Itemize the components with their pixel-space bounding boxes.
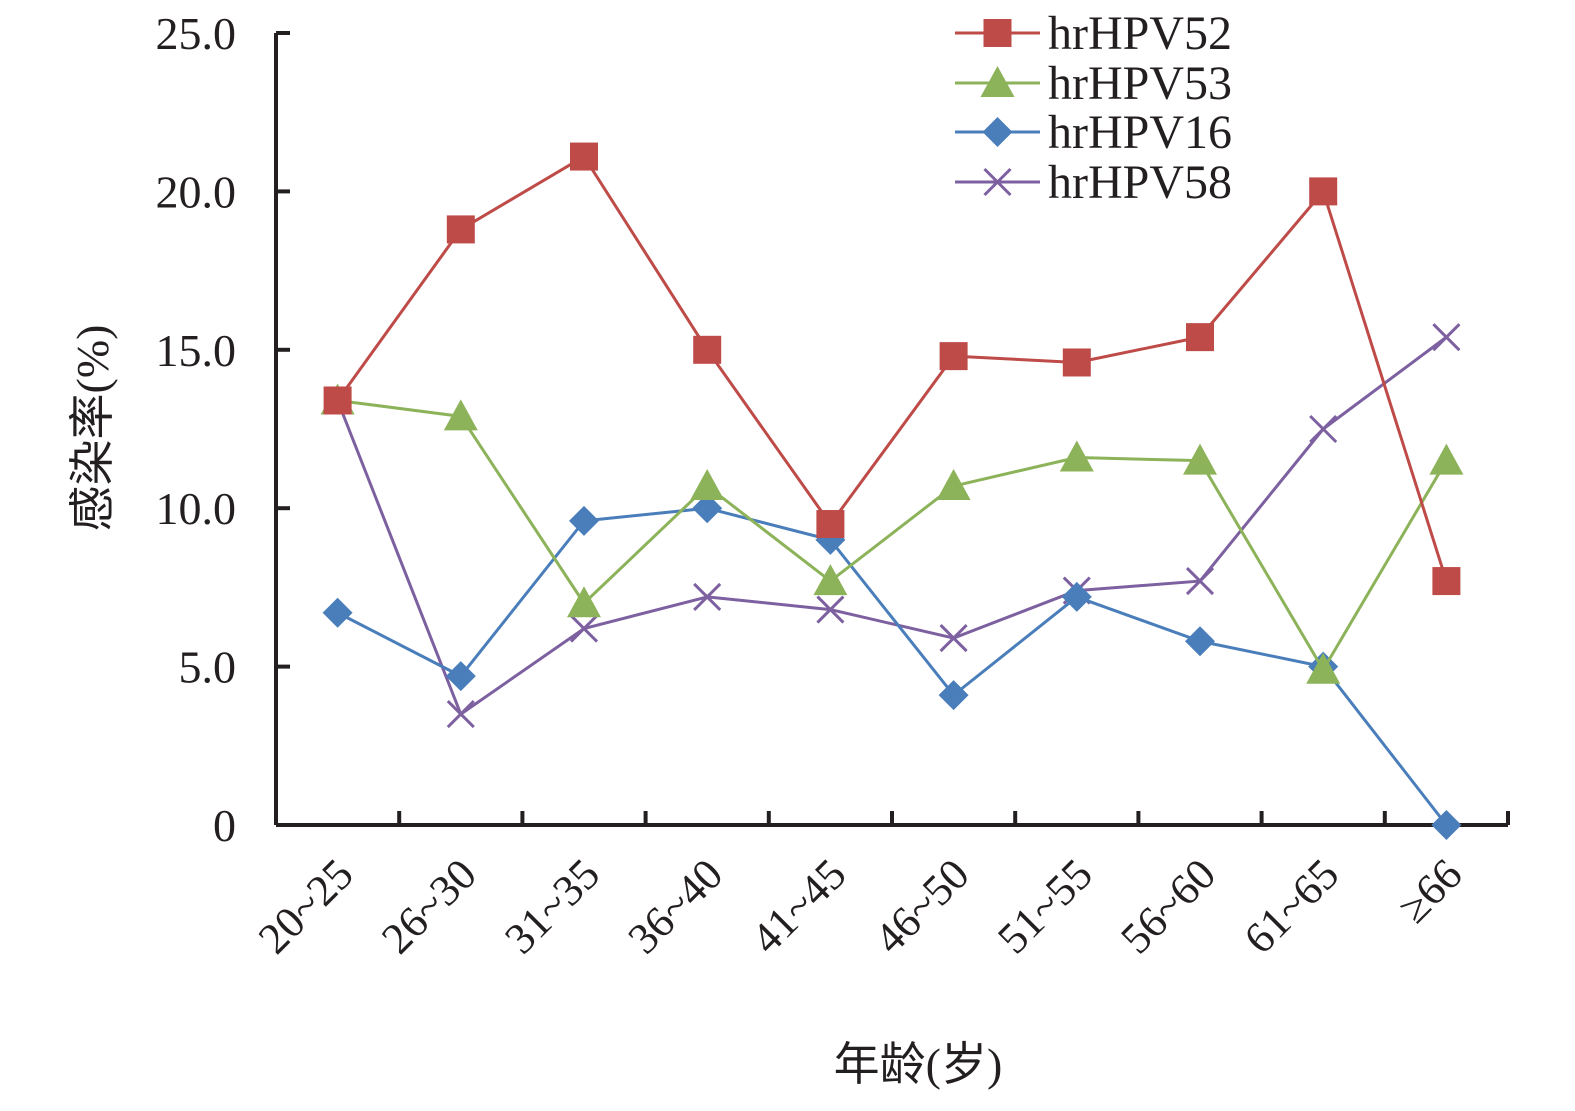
x-marker [569, 614, 599, 643]
legend-item: hrHPV52 [955, 7, 1232, 60]
triangle-marker [980, 66, 1015, 97]
series-hrHPV16 [322, 493, 1462, 840]
x-marker-stroke [693, 582, 722, 611]
x-tick-label: ≥66 [1389, 849, 1472, 932]
diamond-marker [692, 493, 723, 524]
x-marker-stroke [816, 595, 845, 624]
x-marker-stroke [446, 700, 475, 729]
diamond-marker [569, 505, 599, 536]
diamond-marker [1061, 581, 1092, 612]
square-marker [1432, 567, 1461, 596]
x-marker [1309, 414, 1338, 444]
tick-labels: 0 5.0 10.0 15.0 20.0 25.0 20~25 26~30 31~35 36~40… [156, 8, 1472, 963]
square-marker [939, 342, 968, 371]
square-marker [323, 386, 352, 415]
square-marker [446, 215, 475, 244]
y-axis-title: 感染率(%) [67, 325, 118, 532]
axes [274, 31, 1510, 827]
x-tick-label: 51~55 [988, 849, 1102, 963]
y-tick-label: 5.0 [179, 642, 237, 693]
square-marker [1062, 348, 1091, 377]
series-line [336, 155, 1448, 582]
x-marker-stroke [1185, 567, 1215, 596]
x-marker-stroke [1309, 414, 1338, 444]
legend-label: hrHPV52 [1048, 7, 1232, 60]
triangle-marker [1059, 440, 1094, 472]
square-marker [1186, 323, 1214, 352]
x-marker [693, 582, 722, 611]
square-marker [1309, 177, 1338, 206]
square-marker [816, 510, 845, 539]
diamond-marker [322, 597, 353, 628]
x-tick-label: 26~30 [372, 849, 486, 963]
x-marker-stroke [983, 167, 1012, 197]
square-marker [983, 19, 1012, 47]
y-tick-label: 15.0 [156, 325, 237, 376]
triangle-marker [690, 469, 725, 501]
y-tick-label: 25.0 [156, 8, 237, 59]
diamond-marker [982, 117, 1013, 147]
y-tick-label: 20.0 [156, 166, 237, 217]
triangle-marker [813, 564, 848, 596]
x-tick-label: 46~50 [865, 849, 979, 963]
series-line [336, 506, 1448, 826]
x-marker [939, 624, 968, 653]
x-tick-label: 41~45 [742, 849, 856, 963]
x-marker-stroke [939, 624, 968, 653]
triangle-marker [1306, 652, 1341, 684]
x-marker [446, 700, 475, 729]
x-marker-stroke [569, 614, 599, 643]
x-marker [1185, 567, 1215, 596]
series-hrHPV58 [323, 323, 1461, 729]
series-hrHPV52 [323, 142, 1461, 596]
diamond-marker [938, 680, 969, 711]
legend-item: hrHPV58 [955, 156, 1232, 209]
triangle-marker [1183, 443, 1217, 475]
legend-label: hrHPV58 [1048, 156, 1232, 209]
series-line [336, 335, 1448, 716]
legend-label: hrHPV53 [1048, 57, 1232, 110]
x-tick-label: 20~25 [249, 849, 363, 963]
triangle-marker [936, 469, 971, 501]
legend-item: hrHPV16 [955, 106, 1232, 159]
square-marker [570, 142, 598, 171]
y-tick-label: 10.0 [156, 483, 237, 534]
legend-item: hrHPV53 [955, 57, 1232, 110]
diamond-marker [445, 661, 476, 692]
triangle-marker [1429, 443, 1464, 475]
x-axis-title: 年龄(岁) [834, 1039, 1003, 1090]
diamond-marker [1185, 626, 1215, 657]
square-marker [693, 335, 722, 364]
x-tick-label: 61~65 [1235, 849, 1349, 963]
triangle-marker [567, 586, 601, 618]
legend-label: hrHPV16 [1048, 106, 1232, 159]
series-line [337, 399, 1448, 672]
series-group [320, 142, 1464, 840]
x-marker [1432, 323, 1461, 352]
y-tick-label: 0 [213, 800, 236, 851]
triangle-marker [443, 399, 478, 431]
x-marker [816, 595, 845, 624]
x-marker [983, 167, 1012, 197]
x-tick-label: 31~35 [495, 849, 609, 963]
x-tick-label: 36~40 [619, 849, 733, 963]
diamond-marker [1431, 810, 1462, 840]
x-tick-label: 56~60 [1111, 849, 1225, 963]
x-marker-stroke [1432, 323, 1461, 352]
